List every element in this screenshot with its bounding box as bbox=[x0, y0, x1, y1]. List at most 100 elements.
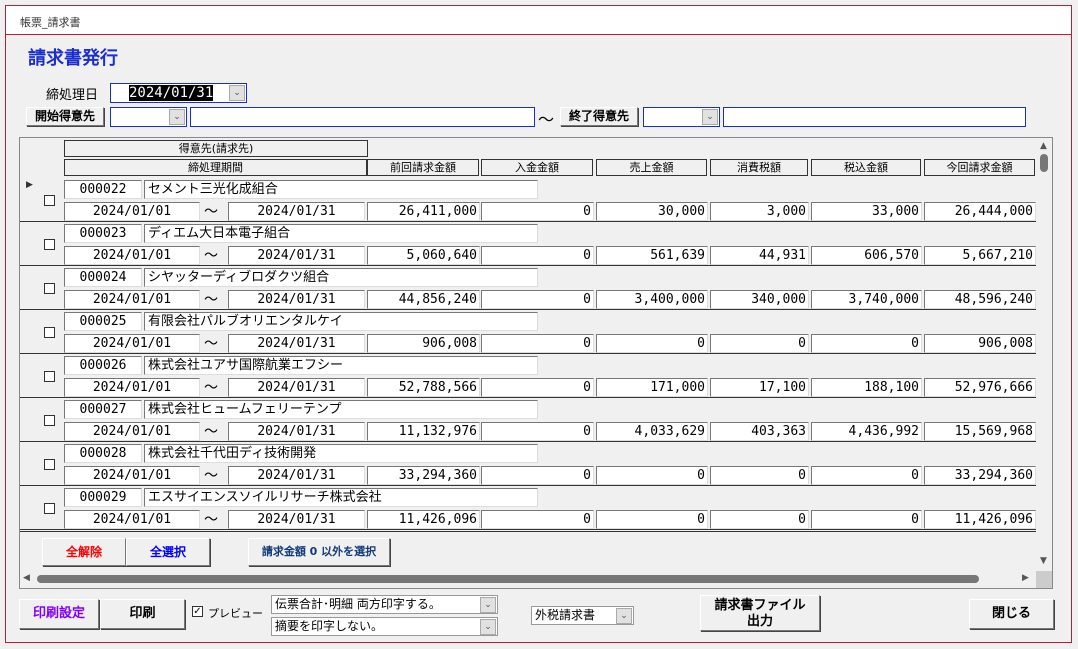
clear-all-button[interactable]: 全解除 bbox=[42, 538, 126, 566]
period-tilde: ～ bbox=[204, 248, 218, 264]
start-customer-button[interactable]: 開始得意先 bbox=[26, 107, 104, 126]
row-select-checkbox[interactable] bbox=[44, 239, 55, 250]
chevron-down-icon[interactable]: ⌄ bbox=[702, 109, 718, 125]
close-button[interactable]: 閉じる bbox=[969, 599, 1054, 629]
chevron-down-icon[interactable]: ⌄ bbox=[169, 109, 185, 125]
end-customer-button[interactable]: 終了得意先 bbox=[560, 107, 638, 126]
print-button[interactable]: 印刷 bbox=[100, 599, 185, 629]
window-title: 帳票_請求書 bbox=[20, 16, 81, 29]
cell-current: 26,444,000 bbox=[924, 202, 1036, 221]
chevron-down-icon[interactable]: ⌄ bbox=[229, 85, 245, 101]
table-row[interactable]: 000029 エスサイエンスソイルリサーチ株式会社 2024/01/01 2024/0… bbox=[20, 486, 1036, 530]
header-period: 締処理期間 bbox=[64, 159, 367, 176]
cell-total: 3,740,000 bbox=[811, 290, 922, 309]
scroll-corner bbox=[1036, 571, 1052, 588]
header-customer: 得意先(請求先) bbox=[64, 140, 368, 157]
row-select-checkbox[interactable] bbox=[44, 371, 55, 382]
chevron-down-icon[interactable]: ⌄ bbox=[480, 619, 496, 635]
row-select-checkbox[interactable] bbox=[44, 503, 55, 514]
horizontal-scroll-thumb[interactable] bbox=[37, 575, 979, 583]
cell-tax: 17,100 bbox=[710, 378, 809, 397]
horizontal-scrollbar[interactable]: ◀ ▶ bbox=[20, 571, 1036, 588]
scroll-up-icon[interactable]: ▲ bbox=[1040, 141, 1047, 151]
cell-deposit: 0 bbox=[481, 422, 594, 441]
header-current: 今回請求金額 bbox=[924, 159, 1035, 176]
end-customer-code-select[interactable]: ⌄ bbox=[643, 107, 720, 127]
cell-from: 2024/01/01 bbox=[64, 334, 200, 353]
preview-label: プレビュー bbox=[208, 607, 263, 620]
invoice-grid: 得意先(請求先) 締処理期間 前回請求金額 入金金額 売上金額 消費税額 税込金… bbox=[19, 137, 1053, 589]
row-select-checkbox[interactable] bbox=[44, 195, 55, 206]
cell-tax: 3,000 bbox=[710, 202, 809, 221]
cell-deposit: 0 bbox=[481, 510, 594, 529]
cell-prev: 44,856,240 bbox=[367, 290, 480, 309]
table-row[interactable]: 000023 ディエム大日本電子組合 2024/01/01 2024/01/31 5,0… bbox=[20, 222, 1036, 266]
table-row[interactable]: ▶ 000022 セメント三光化成組合 2024/01/01 2024/01/31 26,… bbox=[20, 178, 1036, 222]
print-option1-select[interactable]: 伝票合計･明細 両方印字する。 ⌄ bbox=[271, 595, 498, 614]
cell-total: 33,000 bbox=[811, 202, 922, 221]
cell-current: 11,426,096 bbox=[924, 510, 1036, 529]
table-row[interactable]: 000026 株式会社ユアサ国際航業エフシー 2024/01/01 2024/01/3… bbox=[20, 354, 1036, 398]
export-invoice-file-button[interactable]: 請求書ファイル 出力 bbox=[700, 595, 820, 631]
print-option2-select[interactable]: 摘要を印字しない。 ⌄ bbox=[271, 617, 498, 636]
cell-deposit: 0 bbox=[481, 290, 594, 309]
cell-to: 2024/01/31 bbox=[228, 378, 365, 397]
cell-deposit: 0 bbox=[481, 334, 594, 353]
preview-checkbox[interactable]: ✓ bbox=[192, 606, 203, 617]
row-select-checkbox[interactable] bbox=[44, 327, 55, 338]
cell-prev: 26,411,000 bbox=[367, 202, 480, 221]
customer-name: 株式会社ヒュームフェリーテンプ bbox=[144, 400, 538, 419]
cell-sales: 3,400,000 bbox=[596, 290, 708, 309]
cell-from: 2024/01/01 bbox=[64, 378, 200, 397]
cell-from: 2024/01/01 bbox=[64, 422, 200, 441]
current-row-indicator-icon: ▶ bbox=[26, 180, 33, 190]
cell-from: 2024/01/01 bbox=[64, 466, 200, 485]
header-sales: 売上金額 bbox=[596, 159, 707, 176]
cell-current: 48,596,240 bbox=[924, 290, 1036, 309]
cell-current: 33,294,360 bbox=[924, 466, 1036, 485]
closing-date-label: 締処理日 bbox=[46, 88, 99, 103]
closing-date-value: 2024/01/31 bbox=[129, 85, 214, 101]
cell-to: 2024/01/31 bbox=[228, 422, 365, 441]
cell-tax: 403,363 bbox=[710, 422, 809, 441]
select-all-button[interactable]: 全選択 bbox=[126, 538, 210, 566]
start-customer-code-select[interactable]: ⌄ bbox=[110, 107, 187, 127]
chevron-down-icon[interactable]: ⌄ bbox=[480, 597, 496, 613]
scroll-right-icon[interactable]: ▶ bbox=[1022, 573, 1029, 583]
row-select-checkbox[interactable] bbox=[44, 283, 55, 294]
customer-code: 000027 bbox=[64, 400, 142, 419]
invoice-type-value: 外税請求書 bbox=[535, 608, 596, 622]
period-tilde: ～ bbox=[204, 336, 218, 352]
period-tilde: ～ bbox=[204, 204, 218, 220]
table-row[interactable]: 000025 有限会社パルブオリエンタルケイ 2024/01/01 2024/01/3… bbox=[20, 310, 1036, 354]
closing-date-input[interactable]: 2024/01/31 ⌄ bbox=[110, 83, 247, 103]
customer-name: 有限会社パルブオリエンタルケイ bbox=[144, 312, 538, 331]
print-settings-button[interactable]: 印刷設定 bbox=[19, 599, 99, 629]
vertical-scroll-thumb[interactable] bbox=[1040, 154, 1048, 172]
scroll-down-icon[interactable]: ▼ bbox=[1040, 556, 1047, 566]
invoice-type-select[interactable]: 外税請求書 ⌄ bbox=[531, 606, 634, 625]
cell-from: 2024/01/01 bbox=[64, 510, 200, 529]
cell-from: 2024/01/01 bbox=[64, 202, 200, 221]
row-select-checkbox[interactable] bbox=[44, 459, 55, 470]
cell-current: 15,569,968 bbox=[924, 422, 1036, 441]
select-nonzero-button[interactable]: 請求金額 0 以外を選択 bbox=[248, 538, 390, 566]
customer-name: ディエム大日本電子組合 bbox=[144, 224, 538, 243]
cell-sales: 0 bbox=[596, 510, 708, 529]
vertical-scrollbar[interactable]: ▲ ▼ bbox=[1036, 138, 1052, 571]
cell-tax: 0 bbox=[710, 466, 809, 485]
cell-tax: 340,000 bbox=[710, 290, 809, 309]
cell-total: 0 bbox=[811, 510, 922, 529]
cell-total: 4,436,992 bbox=[811, 422, 922, 441]
chevron-down-icon[interactable]: ⌄ bbox=[616, 608, 632, 624]
cell-sales: 4,033,629 bbox=[596, 422, 708, 441]
table-row[interactable]: 000027 株式会社ヒュームフェリーテンプ 2024/01/01 2024/01/3… bbox=[20, 398, 1036, 442]
cell-total: 188,100 bbox=[811, 378, 922, 397]
table-row[interactable]: 000028 株式会社千代田ディ技術開発 2024/01/01 2024/01/31 3… bbox=[20, 442, 1036, 486]
row-select-checkbox[interactable] bbox=[44, 415, 55, 426]
cell-to: 2024/01/31 bbox=[228, 334, 365, 353]
cell-total: 0 bbox=[811, 466, 922, 485]
table-row[interactable]: 000024 シヤッターディブロダクツ組合 2024/01/01 2024/01/31… bbox=[20, 266, 1036, 310]
scroll-left-icon[interactable]: ◀ bbox=[23, 573, 30, 583]
print-option2-value: 摘要を印字しない。 bbox=[275, 619, 384, 633]
